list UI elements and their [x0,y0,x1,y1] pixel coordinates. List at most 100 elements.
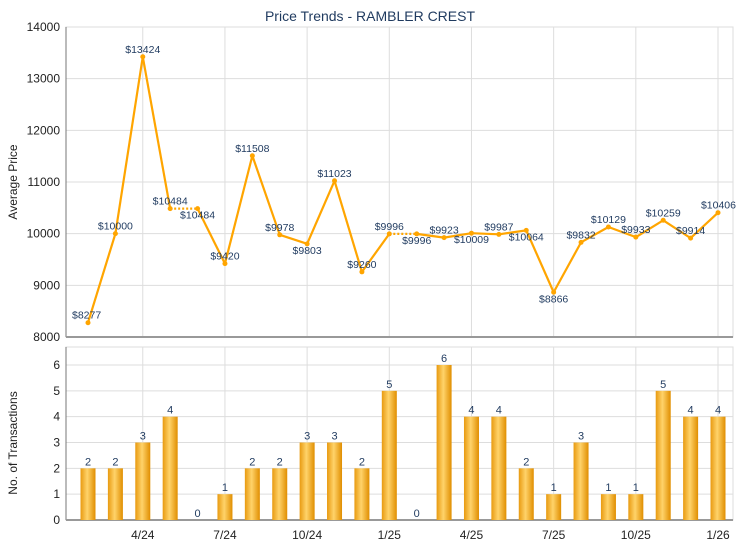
price-y-tick-label: 13000 [27,72,61,86]
transaction-bar-label: 4 [167,405,173,417]
transaction-bar [107,468,123,520]
transactions-y-tick-label: 2 [53,461,60,475]
transaction-bar [710,416,726,520]
transaction-bar [436,365,452,520]
transaction-bar [628,494,644,520]
x-tick-label: 10/24 [292,528,322,542]
price-line-segment [662,219,692,240]
transaction-bar [354,468,370,520]
price-line-segment [552,241,583,293]
transaction-bar [80,468,96,520]
price-data-label: $9933 [621,224,650,236]
price-line-segment [608,225,637,239]
price-point [551,289,557,295]
price-data-label: $9832 [566,229,595,241]
price-line-segment [196,208,226,265]
transaction-bar-label: 2 [523,456,529,468]
transaction-bar-label: 3 [140,431,146,443]
price-point [167,206,173,212]
price-line-segment [279,233,308,245]
transaction-bar [381,390,397,520]
price-line-segment [498,229,527,236]
price-y-tick-label: 12000 [27,123,61,137]
price-line-segment [141,56,172,209]
transaction-bar [683,416,699,520]
transaction-bar-label: 2 [85,456,91,468]
price-point [140,54,146,60]
price-data-label: $10129 [591,214,626,226]
price-line-segment [223,155,254,264]
price-y-tick-label: 9000 [33,278,60,292]
price-data-label: $9987 [484,221,513,233]
price-point [633,234,639,240]
price-point [496,231,502,237]
transaction-bar [272,468,288,520]
price-y-tick-label: 14000 [27,20,61,34]
transaction-bar-label: 1 [605,482,611,494]
price-line-segment [361,233,391,273]
price-data-label: $8866 [539,293,568,305]
price-line-segment [525,229,555,293]
price-point [414,231,420,237]
transaction-bar [573,442,589,520]
price-line-segment [251,155,281,236]
transaction-bar-label: 0 [414,508,420,520]
price-data-label: $10064 [509,231,544,243]
transaction-bar [491,416,507,520]
price-data-label: $13424 [125,44,160,56]
x-tick-label: 7/24 [213,528,237,542]
transaction-bar-label: 2 [359,456,365,468]
price-point [249,153,255,159]
transaction-bar [327,442,343,520]
price-data-label: $10406 [701,200,736,212]
transaction-bar [244,468,260,520]
transactions-y-tick-label: 1 [53,487,60,501]
price-line-segment [689,211,719,239]
price-point [660,217,666,223]
transactions-y-tick-label: 5 [53,384,60,398]
price-line-segment [114,56,144,234]
transaction-bar-label: 4 [715,405,721,417]
x-tick-label: 1/25 [378,528,402,542]
price-data-label: $9996 [402,235,431,247]
transaction-bar-label: 3 [331,431,337,443]
transaction-bar-label: 4 [496,405,502,417]
price-point [605,224,611,230]
price-data-label: $10484 [180,210,215,222]
price-point [112,231,118,237]
transaction-bar-label: 4 [688,405,694,417]
transaction-bar-label: 0 [195,508,201,520]
transaction-bar [162,416,178,520]
transaction-bar-label: 6 [441,353,447,365]
transaction-bar-label: 2 [277,456,283,468]
transaction-bar-label: 2 [249,456,255,468]
transaction-bar [600,494,616,520]
transaction-bar-label: 5 [386,379,392,391]
price-data-label: $11508 [235,143,269,155]
price-y-tick-label: 8000 [33,330,60,344]
price-line-segment [471,232,499,236]
price-line-segment [580,226,609,244]
transaction-bar-label: 1 [551,482,557,494]
transaction-bar-label: 5 [660,379,666,391]
price-data-label: $9996 [375,221,404,233]
transaction-bar [655,390,671,520]
chart-title: Price Trends - RAMBLER CREST [265,8,475,24]
transactions-y-axis-label: No. of Transactions [6,391,20,494]
price-line-segment [86,233,117,324]
transaction-bar-label: 3 [578,431,584,443]
price-point [332,178,338,184]
price-data-label: $10259 [646,207,681,219]
price-data-label: $10000 [98,221,133,233]
price-y-tick-label: 11000 [28,175,61,189]
transaction-bar-label: 1 [222,482,228,494]
transactions-y-tick-label: 0 [53,513,60,527]
price-y-tick-label: 10000 [27,227,61,241]
price-data-label: $10009 [454,234,489,246]
price-line-segment [333,180,363,273]
price-data-label: $9978 [265,222,294,234]
price-y-axis-label: Average Price [6,144,20,219]
price-point [304,241,310,247]
x-tick-label: 7/25 [542,528,566,542]
transactions-y-tick-label: 3 [53,436,60,450]
